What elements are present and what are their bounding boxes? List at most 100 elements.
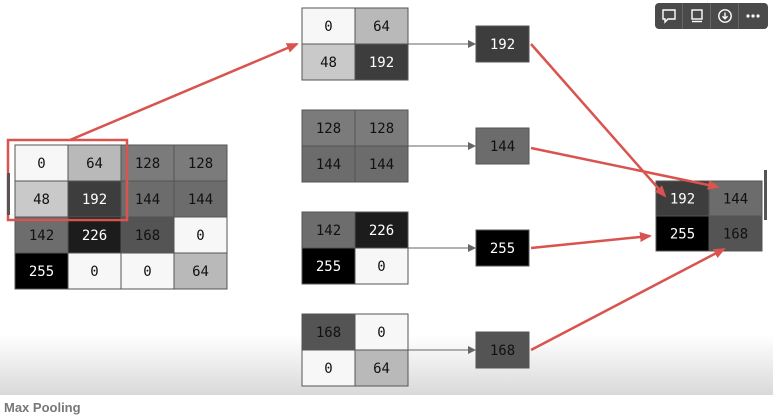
window-cell-value: 128: [316, 121, 341, 137]
window-cell: 64: [354, 349, 409, 387]
window-cell: 142: [301, 211, 356, 249]
max-cell: 144: [475, 127, 530, 165]
right-scroll-handle[interactable]: [764, 170, 767, 220]
download-button[interactable]: [711, 3, 739, 29]
window-cell-value: 0: [324, 19, 332, 35]
window-cell-box: [301, 211, 356, 249]
window-cell-box: [301, 313, 356, 351]
input-cell-value: 0: [196, 228, 204, 244]
left-scroll-handle[interactable]: [7, 173, 10, 215]
window-cell: 255: [301, 247, 356, 285]
input-cell: 144: [120, 180, 175, 218]
input-cell-box: [14, 216, 69, 254]
output-cell-box: [655, 215, 710, 252]
window-cell-box: [354, 7, 409, 45]
pooling-window: 168 0 0 64: [301, 313, 409, 387]
more-button[interactable]: [739, 3, 767, 29]
window-cell: 0: [301, 349, 356, 387]
diagram-frame: 0 64 128 128 48 192 144 144 142 226 168 0 255 0 0 64 0 6…: [0, 0, 773, 395]
window-cell-value: 0: [324, 361, 332, 377]
input-cell-value: 168: [135, 228, 160, 244]
input-cell: 64: [67, 144, 122, 182]
input-cell: 48: [14, 180, 69, 218]
input-cell: 255: [14, 252, 69, 290]
input-cell: 128: [173, 144, 228, 182]
figure-caption: Max Pooling: [4, 400, 81, 415]
input-cell-value: 0: [143, 264, 151, 280]
window-cell-value: 226: [369, 223, 394, 239]
window-cell: 168: [301, 313, 356, 351]
window-cell-value: 0: [377, 259, 385, 275]
max-cell: 168: [475, 331, 530, 369]
input-cell: 0: [173, 216, 228, 254]
input-cell: 144: [173, 180, 228, 218]
max-cell: 255: [475, 229, 530, 267]
window-cell: 128: [301, 109, 356, 147]
input-cell-box: [173, 252, 228, 290]
input-cell: 168: [120, 216, 175, 254]
window-cell: 192: [354, 43, 409, 81]
input-cell-box: [173, 180, 228, 218]
window-cell: 0: [301, 7, 356, 45]
input-cell-value: 142: [29, 228, 54, 244]
comment-button[interactable]: [655, 3, 683, 29]
pooling-windows: 0 64 48 192 128 128 144 144 142 226 255 0 168 0 0 64: [301, 7, 409, 387]
window-cell: 128: [354, 109, 409, 147]
window-cell-box: [301, 349, 356, 387]
image-toolbar: [655, 3, 768, 29]
input-cell-box: [14, 144, 69, 182]
max-cell-value: 144: [490, 139, 515, 155]
max-cell-value: 168: [490, 343, 515, 359]
output-matrix: 192 144 255 168: [655, 180, 763, 252]
input-cell: 64: [173, 252, 228, 290]
input-cell-value: 144: [135, 192, 160, 208]
window-cell-value: 192: [369, 55, 394, 71]
window-cell-value: 128: [369, 121, 394, 137]
info-panel-button[interactable]: [683, 3, 711, 29]
window-cell-box: [301, 247, 356, 285]
output-cell-value: 255: [670, 227, 695, 243]
input-cell-box: [173, 216, 228, 254]
max-pooling-diagram: 0 64 128 128 48 192 144 144 142 226 168 0 255 0 0 64 0 6…: [6, 7, 767, 387]
window-cell-value: 142: [316, 223, 341, 239]
window-cell-value: 64: [373, 361, 390, 377]
window-cell-value: 255: [316, 259, 341, 275]
window-cell-box: [354, 43, 409, 81]
input-cell: 128: [120, 144, 175, 182]
input-cell: 192: [67, 180, 122, 218]
window-cell: 48: [301, 43, 356, 81]
red-arrow: [530, 43, 667, 198]
comment-icon: [661, 9, 676, 24]
max-cell-box: [475, 229, 530, 267]
input-cell-box: [120, 216, 175, 254]
input-cell-value: 64: [192, 264, 209, 280]
input-cell: 0: [67, 252, 122, 290]
output-cell: 168: [708, 215, 763, 252]
pooling-window: 0 64 48 192: [301, 7, 409, 81]
red-arrows: [69, 42, 726, 352]
window-cell-box: [354, 211, 409, 249]
window-cell-value: 48: [320, 55, 337, 71]
input-cell-value: 0: [90, 264, 98, 280]
red-arrow: [530, 146, 720, 190]
input-matrix: 0 64 128 128 48 192 144 144 142 226 168 0 255 0 0 64: [14, 144, 228, 290]
window-cell-value: 144: [369, 157, 394, 173]
window-cell-box: [354, 109, 409, 147]
window-cell-box: [301, 43, 356, 81]
input-cell-value: 255: [29, 264, 54, 280]
output-cell: 255: [655, 215, 710, 252]
input-cell: 0: [120, 252, 175, 290]
window-cell: 226: [354, 211, 409, 249]
window-cell-box: [354, 349, 409, 387]
window-cell-value: 168: [316, 325, 341, 341]
input-cell-value: 48: [33, 192, 50, 208]
download-icon: [717, 9, 732, 23]
output-cell-value: 192: [670, 192, 695, 208]
input-cell-value: 128: [135, 156, 160, 172]
more-icon: [746, 14, 760, 18]
input-cell-box: [67, 252, 122, 290]
window-cell-value: 64: [373, 19, 390, 35]
max-values: 192 144 255 168: [475, 25, 530, 369]
input-cell: 226: [67, 216, 122, 254]
input-cell-value: 226: [82, 228, 107, 244]
